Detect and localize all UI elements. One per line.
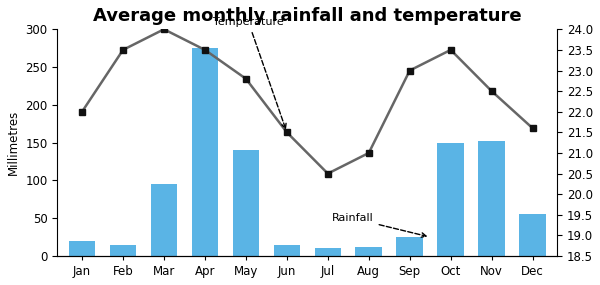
Y-axis label: Millimetres: Millimetres <box>7 110 20 175</box>
Bar <box>520 214 546 256</box>
Bar <box>69 241 95 256</box>
Bar <box>151 184 177 256</box>
Text: Temperature: Temperature <box>213 17 286 128</box>
Bar <box>233 150 259 256</box>
Bar <box>314 249 341 256</box>
Bar <box>355 247 382 256</box>
Bar <box>191 48 218 256</box>
Bar <box>437 143 464 256</box>
Text: Rainfall: Rainfall <box>332 213 426 237</box>
Title: Average monthly rainfall and temperature: Average monthly rainfall and temperature <box>93 7 521 25</box>
Bar <box>478 141 505 256</box>
Bar <box>397 237 423 256</box>
Bar <box>110 245 136 256</box>
Bar <box>274 245 300 256</box>
